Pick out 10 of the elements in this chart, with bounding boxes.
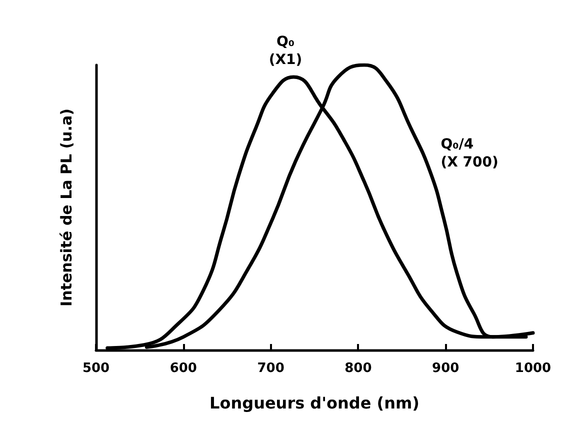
- x-tick-label: 800: [344, 361, 372, 376]
- series-label: Q₀/4 (X 700): [440, 136, 498, 170]
- x-tick-label: 500: [82, 361, 110, 376]
- x-axis-title: Longueurs d'onde (nm): [210, 394, 420, 412]
- x-tick-label: 1000: [514, 361, 552, 376]
- x-tick-label: 600: [170, 361, 197, 376]
- y-axis-title: Intensité de La PL (u.a): [58, 108, 76, 306]
- x-tick-label: 900: [432, 361, 460, 376]
- x-tick-label: 700: [257, 361, 284, 376]
- series-label: Q₀ (X1): [268, 34, 302, 68]
